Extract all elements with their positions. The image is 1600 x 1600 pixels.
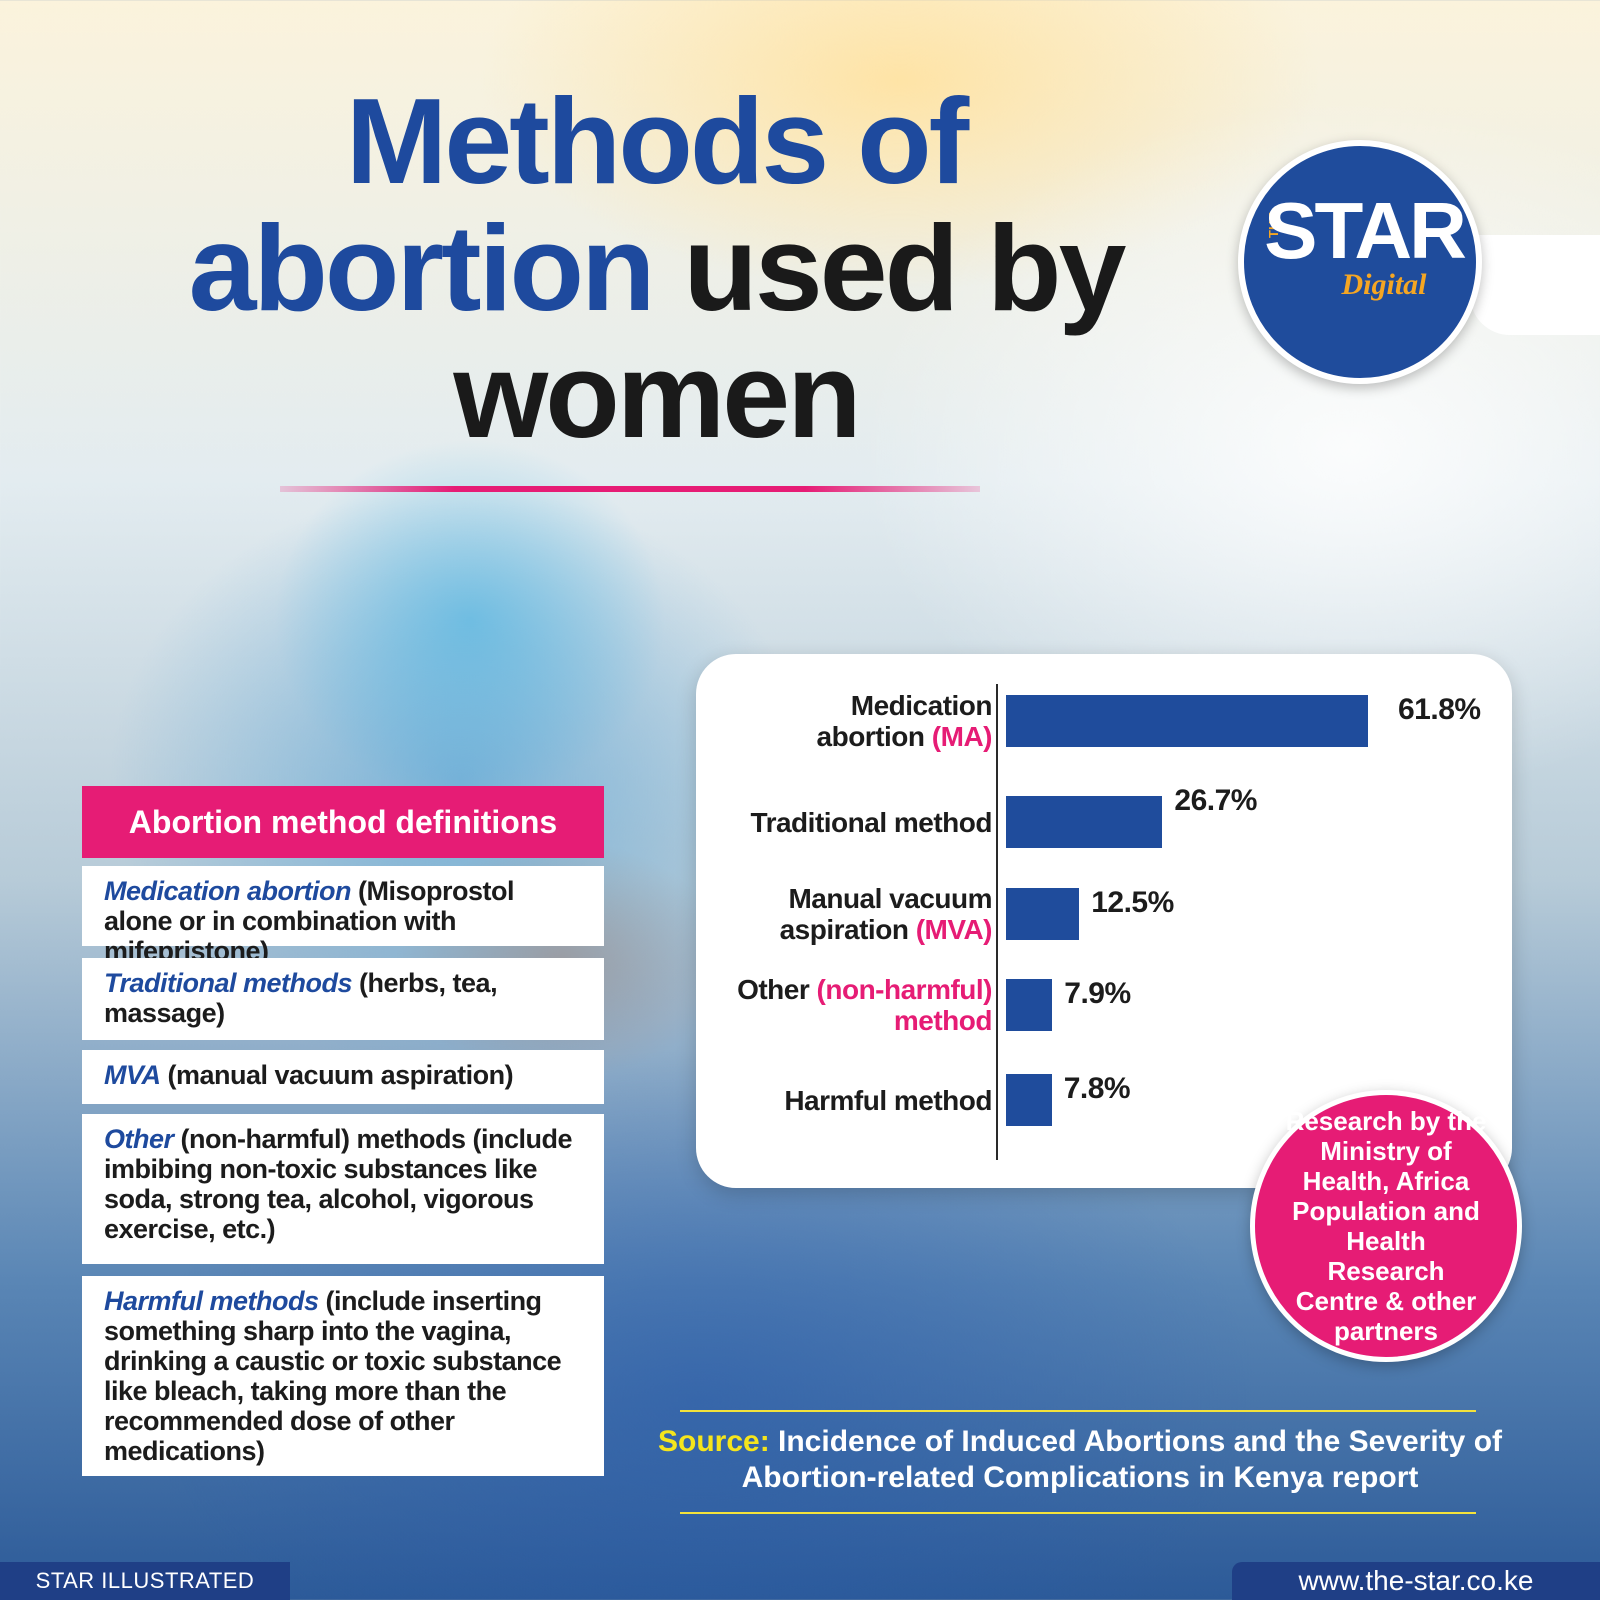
category-label: Traditional method <box>750 806 993 838</box>
definition-item: Medication abortion (Misoprostol alone o… <box>82 866 604 966</box>
category-label-part: Harmful method <box>784 1084 992 1116</box>
category-label-part: (MVA) <box>915 914 993 945</box>
bar-value-label: 26.7% <box>1174 784 1257 817</box>
category-label-line: Medication <box>817 690 993 721</box>
definition-item: MVA (manual vacuum aspiration) <box>82 1050 604 1104</box>
category-label-line: abortion (MA) <box>816 721 993 752</box>
chart-axis <box>996 684 998 1160</box>
bar <box>1006 1074 1052 1126</box>
bar <box>1006 888 1080 940</box>
category-label-part: aspiration <box>779 914 916 945</box>
category-label-part: Other <box>737 974 817 1005</box>
definition-term: Traditional methods <box>104 968 353 998</box>
definition-item: Harmful methods (include inserting somet… <box>82 1276 604 1476</box>
research-badge: Research by the Ministry of Health, Afri… <box>1250 1090 1522 1362</box>
footer-website-link[interactable]: www.the-star.co.ke <box>1232 1562 1600 1600</box>
category-label-part: abortion <box>816 721 932 752</box>
category-label-line: method <box>737 1005 993 1036</box>
logo-small-text: THE <box>1266 212 1281 238</box>
category-label-part: (non-harmful) <box>816 974 993 1005</box>
logo-sub-text: Digital <box>1340 268 1427 301</box>
title-line1: Methods of <box>345 73 970 209</box>
page-title: Methods of abortion used by women <box>96 78 1216 459</box>
category-label: Medication abortion (MA) <box>816 690 993 752</box>
category-label-line: Harmful method <box>784 1085 992 1116</box>
source-text: Incidence of Induced Abortions and the S… <box>741 1425 1503 1494</box>
category-label-part: Medication <box>850 690 993 721</box>
bar-value-label: 7.9% <box>1064 977 1131 1010</box>
bar-value-label: 61.8% <box>1398 693 1481 726</box>
category-label-part: method <box>893 1005 993 1036</box>
category-label: Manual vacuum aspiration (MVA) <box>779 883 993 945</box>
definition-term: Other <box>104 1124 174 1154</box>
definition-item: Other (non-harmful) methods (include imb… <box>82 1114 604 1264</box>
category-label-part: Manual vacuum <box>788 883 992 914</box>
category-label: Other (non-harmful) method <box>737 974 992 1036</box>
title-highlight: abortion <box>188 200 656 336</box>
definition-text: (manual vacuum aspiration) <box>160 1060 514 1090</box>
bar-value-label: 7.8% <box>1063 1072 1131 1105</box>
source-rule-top <box>680 1410 1476 1412</box>
definition-term: Harmful methods <box>104 1286 319 1316</box>
category-label-part: (MA) <box>931 721 993 752</box>
title-line2-rest: used by <box>652 200 1126 336</box>
footer-credit: STAR ILLUSTRATED <box>0 1562 290 1600</box>
category-label-line: Traditional method <box>750 806 993 838</box>
source-rule-bottom <box>680 1512 1476 1514</box>
title-line3: women <box>453 327 861 463</box>
bar <box>1006 695 1368 747</box>
chart-card: 61.8% Medication abortion (MA) 26.7% Traditi… <box>696 654 1512 1188</box>
definitions-header: Abortion method definitions <box>82 786 604 858</box>
logo-ribbon <box>1470 235 1600 335</box>
definition-text: (non-harmful) methods (include imbibing … <box>104 1124 573 1244</box>
definition-text: (include inserting something sharp into … <box>104 1286 562 1466</box>
star-digital-logo: THE STAR Digital <box>1238 140 1482 384</box>
logo-main-text: STAR <box>1264 186 1466 275</box>
definition-term: Medication abortion <box>104 876 352 906</box>
definition-text: (herbs, tea, massage) <box>104 968 498 1028</box>
source-note: Source: Incidence of Induced Abortions a… <box>640 1424 1520 1496</box>
category-label-line: Manual vacuum <box>780 883 992 914</box>
category-label-line: aspiration (MVA) <box>779 914 993 945</box>
category-label: Harmful method <box>784 1085 992 1116</box>
source-label: Source: <box>657 1425 770 1458</box>
definition-term: MVA <box>104 1060 161 1090</box>
title-underline <box>280 486 980 492</box>
definition-item: Traditional methods (herbs, tea, massage… <box>82 958 604 1040</box>
bar-value-label: 12.5% <box>1091 886 1174 919</box>
bar <box>1006 796 1163 848</box>
category-label-line: Other (non-harmful) <box>737 974 992 1005</box>
category-label-part: Traditional method <box>750 806 993 838</box>
bar <box>1006 979 1053 1031</box>
